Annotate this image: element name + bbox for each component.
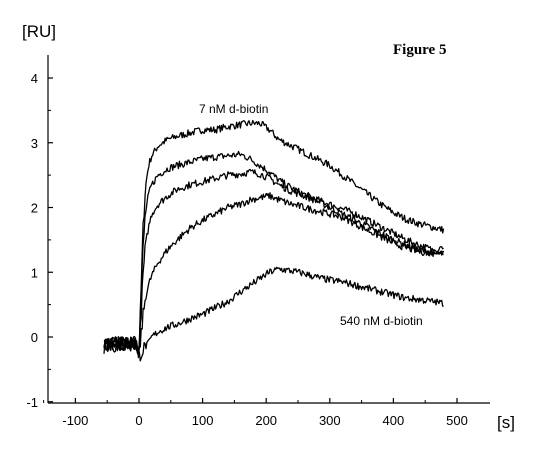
- annotation-7nm: 7 nM d-biotin: [199, 102, 268, 116]
- x-tick-label: -100: [62, 413, 88, 428]
- series-line-2: [104, 169, 444, 357]
- annotation-540nm: 540 nM d-biotin: [340, 314, 423, 328]
- y-tick-label: 2: [31, 201, 38, 216]
- chart-title: Figure 5: [393, 42, 446, 58]
- x-tick-label: 300: [319, 413, 341, 428]
- x-tick-label: 500: [446, 413, 468, 428]
- x-tick-label: 400: [383, 413, 405, 428]
- y-tick-label: 1: [31, 265, 38, 280]
- y-axis-label: [RU]: [22, 22, 56, 41]
- y-tick-label: -1: [26, 395, 38, 410]
- x-tick-label: 0: [135, 413, 142, 428]
- x-tick-label: 200: [255, 413, 277, 428]
- series-line-3: [104, 193, 444, 354]
- x-tick-label: 100: [192, 413, 214, 428]
- y-tick-label: 3: [31, 136, 38, 151]
- y-tick-label: 0: [31, 330, 38, 345]
- x-axis-label: [s]: [497, 413, 515, 432]
- y-tick-label: 4: [31, 71, 38, 86]
